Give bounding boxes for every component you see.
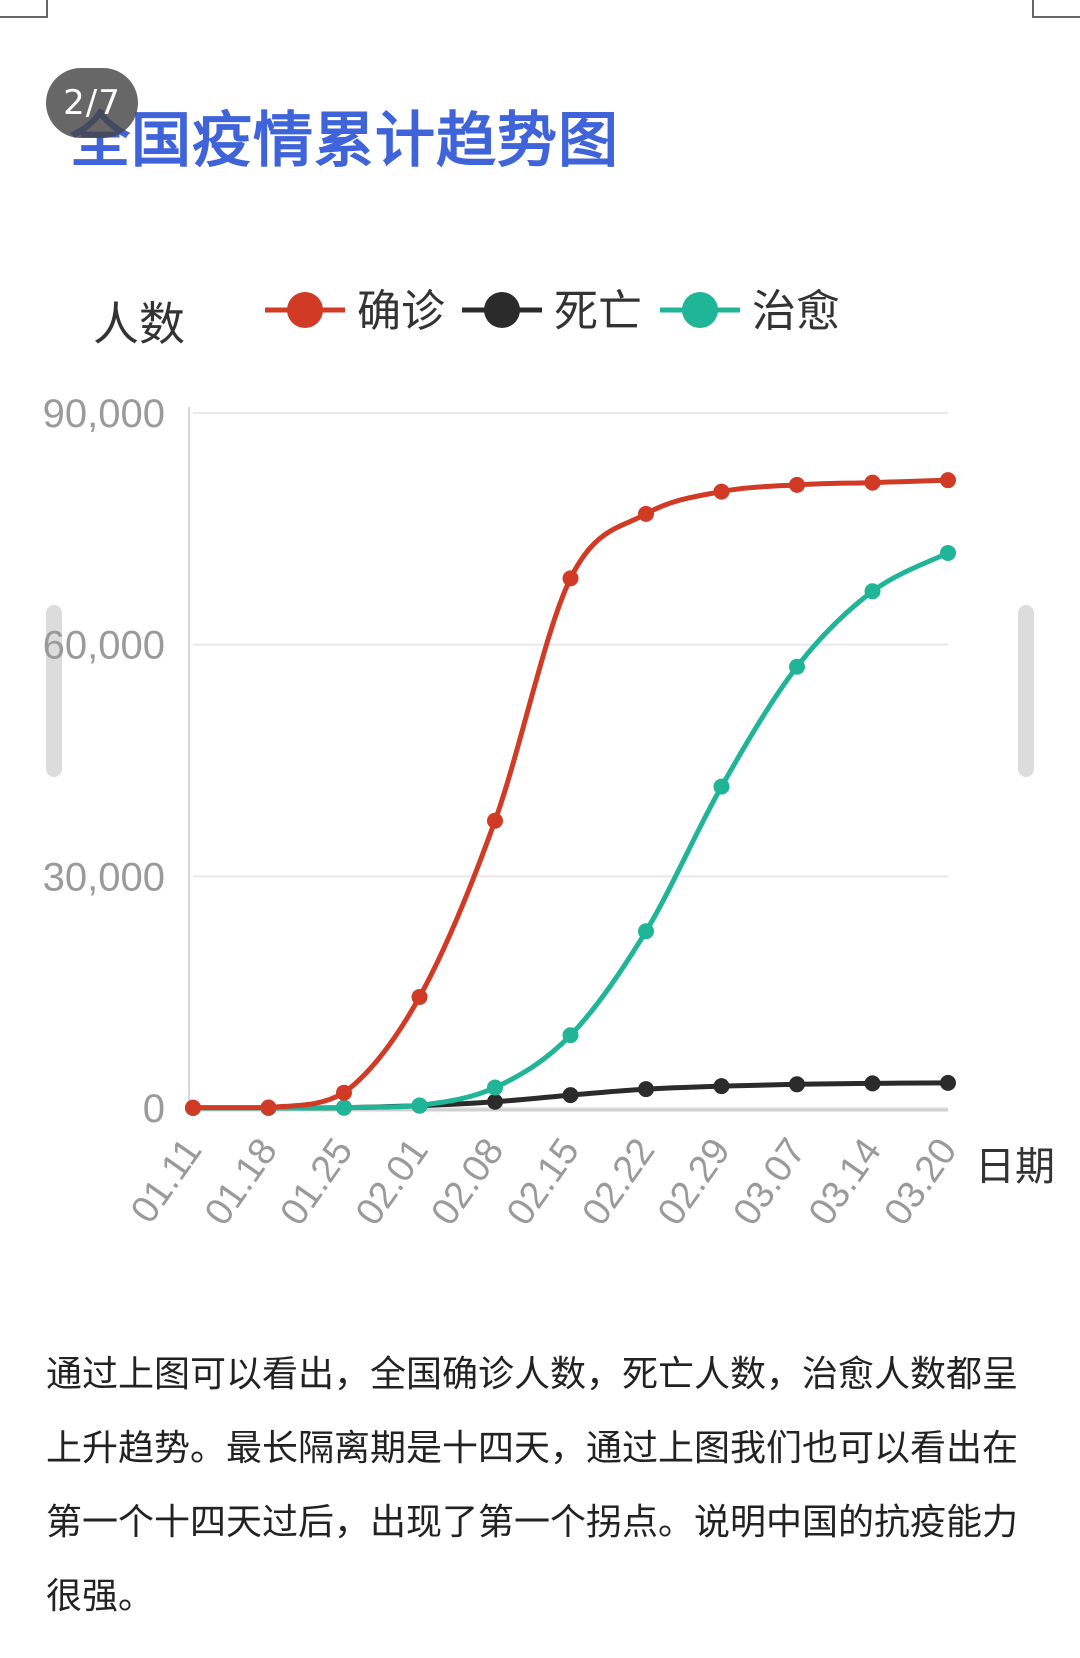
legend-marker (484, 292, 520, 328)
y-tick-label: 0 (143, 1087, 165, 1131)
cured-point (864, 583, 881, 600)
previous-page-handle[interactable] (46, 605, 62, 777)
confirmed-point (789, 476, 805, 493)
corner-mark-left (0, 0, 48, 18)
cured-point (411, 1097, 428, 1114)
y-tick-label: 90,000 (43, 392, 165, 436)
confirmed-point (185, 1099, 201, 1116)
legend-marker (682, 292, 718, 328)
confirmed-point (487, 812, 503, 829)
legend-label: 治愈 (752, 286, 840, 337)
next-page-handle[interactable] (1018, 605, 1034, 777)
corner-mark-right (1032, 0, 1080, 18)
deaths-point (638, 1081, 654, 1098)
x-tick-label: 02.22 (574, 1131, 663, 1233)
x-axis-title: 日期 (975, 1144, 1055, 1190)
trend-chart: 030,00060,00090,00001.1101.1801.2502.010… (43, 286, 1055, 1233)
x-tick-label: 02.08 (423, 1131, 512, 1233)
x-tick-label: 03.07 (725, 1131, 814, 1233)
cured-point (336, 1099, 352, 1116)
cured-point (487, 1079, 503, 1096)
x-tick-label: 03.14 (801, 1131, 890, 1233)
confirmed-point (336, 1084, 352, 1101)
deaths-point (940, 1074, 956, 1091)
x-tick-label: 03.20 (876, 1131, 965, 1233)
legend-label: 确诊 (357, 286, 445, 337)
cured-point (638, 923, 654, 940)
confirmed-point (260, 1099, 277, 1116)
chart-title: 全国疫情累计趋势图 (70, 106, 619, 176)
x-tick-label: 02.29 (650, 1131, 739, 1233)
confirmed-point (411, 988, 428, 1005)
y-axis-title: 人数 (93, 297, 185, 351)
confirmed-point (713, 483, 730, 500)
deaths-point (562, 1087, 579, 1104)
confirmed-point (940, 472, 956, 489)
page-indicator-badge: 2/7 (46, 68, 138, 138)
x-tick-label: 01.11 (123, 1131, 210, 1231)
deaths-point (487, 1093, 503, 1110)
x-tick-label: 02.15 (499, 1131, 588, 1233)
cured-point (713, 778, 730, 795)
description-paragraph: 通过上图可以看出，全国确诊人数，死亡人数，治愈人数都呈上升趋势。最长隔离期是十四… (46, 1354, 1019, 1617)
x-tick-label: 01.25 (272, 1131, 361, 1233)
x-tick-label: 01.18 (197, 1131, 286, 1233)
confirmed-point (638, 505, 654, 522)
confirmed-point (562, 570, 579, 587)
legend-label: 死亡 (554, 286, 642, 337)
deaths-point (789, 1076, 805, 1093)
cured-point (940, 544, 956, 561)
confirmed-point (864, 474, 881, 491)
y-tick-label: 30,000 (43, 855, 165, 899)
x-tick-label: 02.01 (348, 1131, 437, 1233)
legend-marker (287, 292, 323, 328)
deaths-point (864, 1075, 881, 1092)
y-tick-label: 60,000 (43, 624, 165, 668)
cured-point (789, 658, 805, 675)
cured-point (562, 1027, 579, 1044)
deaths-point (713, 1078, 730, 1095)
cured-series-line (190, 550, 951, 1111)
